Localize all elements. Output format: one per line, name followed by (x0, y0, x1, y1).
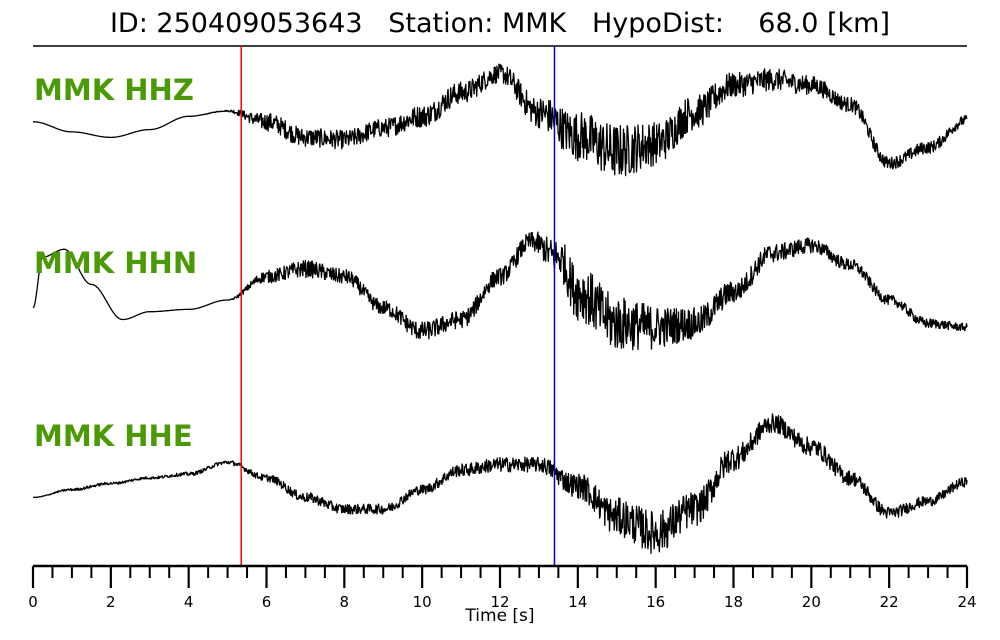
x-tick-label: 12 (490, 593, 509, 611)
time-axis: 0 2 4 6 8 10 12 14 16 18 20 22 24 (28, 564, 977, 611)
x-tick-label: 20 (802, 593, 821, 611)
waveform-mmk-hhz (32, 63, 968, 177)
waveform-mmk-hhe (32, 413, 968, 554)
x-tick-label: 8 (340, 593, 350, 611)
trace-label-hhz: MMK HHZ (34, 73, 194, 107)
x-tick-label: 10 (413, 593, 432, 611)
x-tick-label: 4 (184, 593, 194, 611)
x-tick-label: 18 (724, 593, 743, 611)
trace-label-hhe: MMK HHE (34, 419, 193, 453)
x-tick-label: 0 (28, 593, 38, 611)
x-tick-label: 14 (568, 593, 587, 611)
x-tick-label: 2 (106, 593, 116, 611)
phase-picks (240, 46, 556, 566)
x-axis-label: Time [s] (465, 606, 535, 626)
x-tick-label: 22 (880, 593, 899, 611)
x-tick-label: 6 (262, 593, 272, 611)
waveform-mmk-hhn (32, 231, 968, 351)
x-tick-label: 24 (957, 593, 976, 611)
figure-title: ID: 250409053643 Station: MMK HypoDist: … (109, 8, 891, 39)
waveform-traces (32, 63, 968, 554)
x-tick-label: 16 (646, 593, 665, 611)
trace-label-hhn: MMK HHN (34, 246, 198, 280)
